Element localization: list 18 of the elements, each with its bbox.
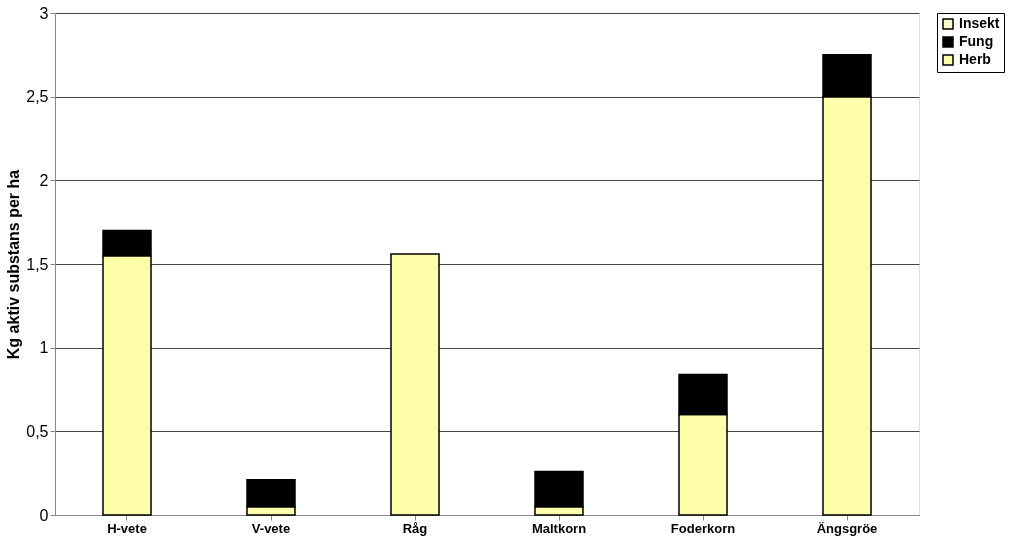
y-tick-label: 2 bbox=[39, 171, 49, 189]
x-tick-label: H-vete bbox=[107, 520, 147, 536]
x-tick-label: Foderkorn bbox=[670, 520, 736, 536]
y-axis-title: Kg aktiv substans per ha bbox=[5, 169, 23, 360]
bar bbox=[390, 253, 440, 516]
x-tick-label: Maltkorn bbox=[531, 520, 587, 536]
x-tick-label: Råg bbox=[402, 520, 428, 536]
y-tick-label: 0 bbox=[39, 506, 49, 524]
y-tick-label: 3 bbox=[39, 4, 49, 22]
y-tick-label: 2,5 bbox=[26, 88, 49, 106]
x-tick-label: V-vete bbox=[251, 520, 291, 536]
y-tick-label: 1 bbox=[39, 339, 49, 357]
legend-label: Insekt bbox=[959, 15, 1000, 31]
y-tick-label: 0,5 bbox=[26, 422, 49, 440]
legend-label: Fung bbox=[959, 33, 994, 49]
legend-label: Herb bbox=[959, 51, 991, 67]
y-tick-label: 1,5 bbox=[26, 255, 49, 273]
x-tick-label: Ängsgröe bbox=[816, 520, 878, 536]
